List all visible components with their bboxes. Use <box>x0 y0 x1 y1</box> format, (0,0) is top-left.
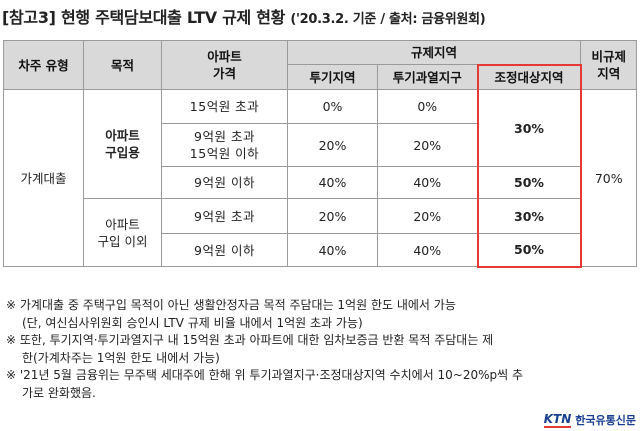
price-cell: 9억원 초과 15억원 이하 <box>161 123 288 167</box>
purpose-purchase-cell: 아파트 구입용 <box>83 89 162 199</box>
adjustment-cell: 30% <box>476 89 582 167</box>
title-source: ('20.3.2. 기준 / 출처: 금융위원회) <box>290 12 486 27</box>
logo-mark: KTN <box>543 412 572 428</box>
overheated-cell: 40% <box>377 233 478 267</box>
speculative-cell: 40% <box>287 233 378 267</box>
header-speculative-zone: 투기지역 <box>287 64 378 90</box>
purpose-purchase-text: 아파트 구입용 <box>105 128 140 160</box>
purpose-other-cell: 아파트 구입 이외 <box>83 198 162 267</box>
footnotes: ※ 가계대출 중 주택구입 목적이 아닌 생활안정자금 목적 주담대는 1억원 … <box>6 297 636 402</box>
price-cell: 9억원 이하 <box>161 166 288 199</box>
speculative-cell: 0% <box>287 89 378 124</box>
footnote: 한(가계차주는 1억원 한도 내에서 가능) <box>22 350 220 365</box>
ltv-regulation-table: 차주 유형 목적 아파트 가격 규제지역 비규제 지역 투기지역 투기과열지구 … <box>3 40 637 268</box>
footnote: ※ 또한, 투기지역·투기과열지구 내 15억원 초과 아파트에 대한 임차보증… <box>6 333 494 347</box>
footnote: (단, 여신심사위원회 승인시 LTV 규제 비율 내에서 1억원 초과 가능) <box>22 315 363 330</box>
non-regulated-cell: 70% <box>580 89 637 267</box>
publisher-logo: KTN 한국유통신문 <box>543 411 636 429</box>
speculative-cell: 20% <box>287 198 378 234</box>
borrower-type-cell: 가계대출 <box>3 89 84 267</box>
logo-name: 한국유통신문 <box>575 414 636 427</box>
adjustment-cell: 30% <box>476 198 582 234</box>
price-cell: 15억원 초과 <box>161 89 288 124</box>
header-non-regulated-zone: 비규제 지역 <box>580 40 637 90</box>
adjustment-cell: 50% <box>476 166 582 199</box>
table-row: 아파트 구입 이외 9억원 초과 20% 20% 30% <box>4 198 637 267</box>
header-borrower-type: 차주 유형 <box>3 40 84 90</box>
overheated-cell: 0% <box>377 89 478 124</box>
header-regulated-zone: 규제지역 <box>287 40 581 65</box>
header-apt-price-text: 아파트 가격 <box>207 49 242 81</box>
speculative-cell: 40% <box>287 166 378 199</box>
header-overheated-zone: 투기과열지구 <box>377 64 478 90</box>
overheated-cell: 20% <box>377 123 478 167</box>
page-title: [참고3] 현행 주택담보대출 LTV 규제 현황 ('20.3.2. 기준 /… <box>2 4 638 30</box>
table-row: 9억원 이하 40% 40% 50% <box>4 166 637 199</box>
table-row: 가계대출 아파트 구입용 15억원 초과 0% 0% 30% 70% <box>3 89 637 267</box>
table-row: 9억원 초과 15억원 이하 20% 20% <box>4 123 637 167</box>
price-cell: 9억원 초과 <box>161 198 288 234</box>
header-adjustment-zone: 조정대상지역 <box>476 63 582 90</box>
title-main: [참고3] 현행 주택담보대출 LTV 규제 현황 <box>2 8 286 27</box>
header-non-regulated-text: 비규제 지역 <box>591 49 626 81</box>
purpose-other-text: 아파트 구입 이외 <box>97 216 148 249</box>
price-text: 9억원 초과 15억원 이하 <box>189 129 260 161</box>
price-cell: 9억원 이하 <box>161 233 288 267</box>
adjustment-cell: 50% <box>476 233 582 268</box>
footnote: ※ '21년 5월 금융위는 무주택 세대주에 한해 위 투기과열지구·조정대상… <box>6 368 524 382</box>
speculative-cell: 20% <box>287 123 378 167</box>
overheated-cell: 20% <box>377 198 478 234</box>
overheated-cell: 40% <box>377 166 478 199</box>
footnote: ※ 가계대출 중 주택구입 목적이 아닌 생활안정자금 목적 주담대는 1억원 … <box>6 298 456 312</box>
header-purpose: 목적 <box>83 40 162 90</box>
header-apt-price: 아파트 가격 <box>161 40 288 90</box>
table-row: 9억원 이하 40% 40% 50% <box>4 233 637 268</box>
footnote: 가로 완화했음. <box>22 385 96 400</box>
